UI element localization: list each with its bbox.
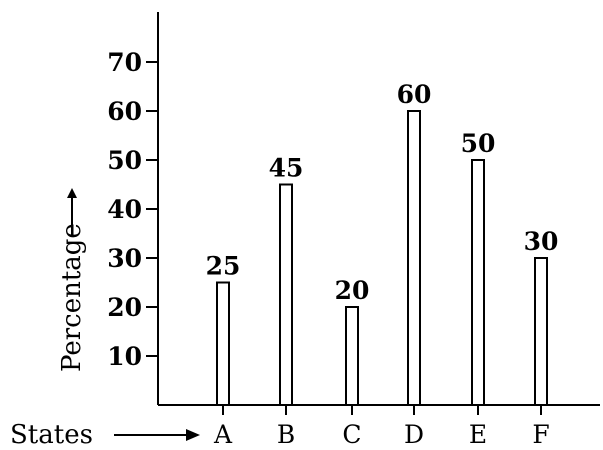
category-label: E [469,420,487,449]
category-label: B [277,420,295,449]
bars [216,110,548,406]
y-ticks: 10 20 30 40 50 60 70 [107,48,158,371]
category-labels: A B C D E F [213,405,550,449]
data-label: 20 [335,276,370,305]
category-label: C [342,420,361,449]
y-tick-label: 10 [107,342,142,371]
y-tick-label: 40 [107,195,142,224]
y-axis-arrow-icon [67,188,77,236]
data-label: 50 [461,129,496,158]
data-label: 25 [206,252,241,281]
category-label: F [532,420,549,449]
x-axis-title: States [10,420,200,450]
category-label: D [404,420,424,449]
category-label: A [213,420,233,449]
y-tick-label: 20 [107,293,142,322]
bar-e [471,159,485,406]
bar-d [407,110,421,406]
x-axis-title-text: States [10,420,93,450]
y-tick-label: 60 [107,97,142,126]
bar-b [279,183,293,406]
x-axis-arrow-icon [114,429,200,441]
bar-c [345,306,359,406]
y-tick-label: 30 [107,244,142,273]
y-tick-label: 50 [107,146,142,175]
data-label: 45 [269,154,304,183]
bar-a [216,281,230,406]
y-tick-label: 70 [107,48,142,77]
y-axis-title-text: Percentage [57,223,87,372]
data-label: 30 [524,227,559,256]
bar-f [534,257,548,406]
data-label: 60 [397,80,432,109]
data-labels: 25 45 20 60 50 30 [206,80,559,305]
y-axis-title: Percentage [57,188,87,372]
